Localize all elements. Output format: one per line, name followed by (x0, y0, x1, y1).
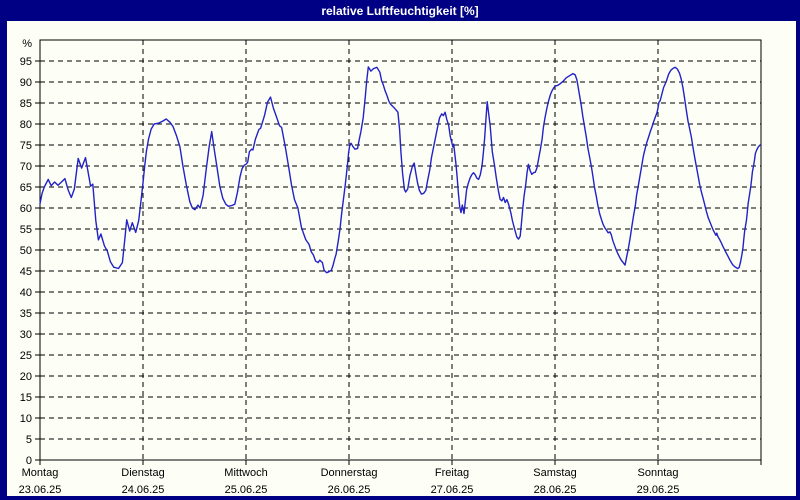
x-day-name-label: Montag (22, 467, 59, 479)
x-day-date-label: 27.06.25 (431, 484, 474, 496)
y-tick-label: 65 (20, 182, 32, 194)
y-axis-unit-label: % (22, 38, 32, 50)
x-day-date-label: 23.06.25 (19, 484, 62, 496)
y-tick-label: 55 (20, 224, 32, 236)
humidity-series-line (39, 66, 761, 274)
x-day-name-label: Dienstag (121, 467, 164, 479)
x-day-date-label: 29.06.25 (637, 484, 680, 496)
y-tick-label: 80 (20, 119, 32, 131)
y-tick-label: 10 (20, 413, 32, 425)
y-tick-label: 20 (20, 371, 32, 383)
y-tick-label: 50 (20, 245, 32, 257)
x-day-name-label: Donnerstag (321, 467, 378, 479)
y-tick-label: 95 (20, 56, 32, 68)
y-tick-label: 75 (20, 140, 32, 152)
x-day-name-label: Freitag (435, 467, 469, 479)
chart-title: relative Luftfeuchtigkeit [%] (321, 3, 479, 18)
y-tick-label: 40 (20, 287, 32, 299)
title-bar: relative Luftfeuchtigkeit [%] (0, 0, 800, 21)
y-tick-label: 70 (20, 161, 32, 173)
y-tick-label: 0 (26, 455, 32, 467)
x-day-name-label: Mittwoch (224, 467, 267, 479)
y-tick-label: 45 (20, 266, 32, 278)
x-day-date-label: 26.06.25 (328, 484, 371, 496)
chart-panel (7, 21, 796, 496)
y-tick-label: 85 (20, 98, 32, 110)
x-day-date-label: 25.06.25 (225, 484, 268, 496)
y-tick-label: 25 (20, 350, 32, 362)
y-tick-label: 90 (20, 77, 32, 89)
y-tick-label: 15 (20, 392, 32, 404)
x-day-date-label: 28.06.25 (534, 484, 577, 496)
y-tick-label: 60 (20, 203, 32, 215)
plot-frame (39, 39, 762, 461)
x-day-name-label: Sonntag (638, 467, 679, 479)
y-tick-label: 35 (20, 308, 32, 320)
y-tick-label: 5 (26, 434, 32, 446)
y-tick-label: 30 (20, 329, 32, 341)
x-day-date-label: 24.06.25 (122, 484, 165, 496)
x-day-name-label: Samstag (533, 467, 576, 479)
